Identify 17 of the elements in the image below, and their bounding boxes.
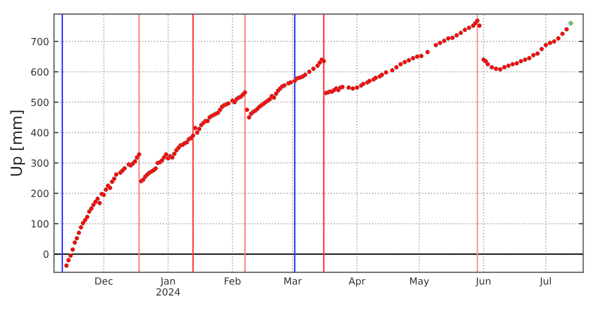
x-tick-label: Jun	[475, 277, 490, 287]
x-tick-label: Apr	[348, 277, 366, 287]
y-axis-title: Up [mm]	[10, 110, 26, 176]
y-tick-label: 300	[31, 159, 48, 167]
x-tick-label: Jul	[539, 277, 551, 287]
y-tick-label: 400	[31, 129, 48, 136]
x-tick-label: Feb	[224, 277, 241, 285]
x-tick-label: Mar	[284, 277, 302, 285]
y-tick-label: 500	[31, 98, 48, 106]
x-tick-label: May	[410, 277, 430, 287]
y-tick-label: 600	[31, 68, 48, 76]
x-tick-label: Dec	[95, 277, 113, 285]
y-tick-label: 100	[32, 220, 48, 228]
y-tick-label: 700	[31, 38, 48, 46]
y-tick-label: 0	[44, 250, 48, 258]
y-tick-label: 200	[31, 190, 48, 198]
x-tick-label: Jan 2024	[156, 277, 180, 296]
